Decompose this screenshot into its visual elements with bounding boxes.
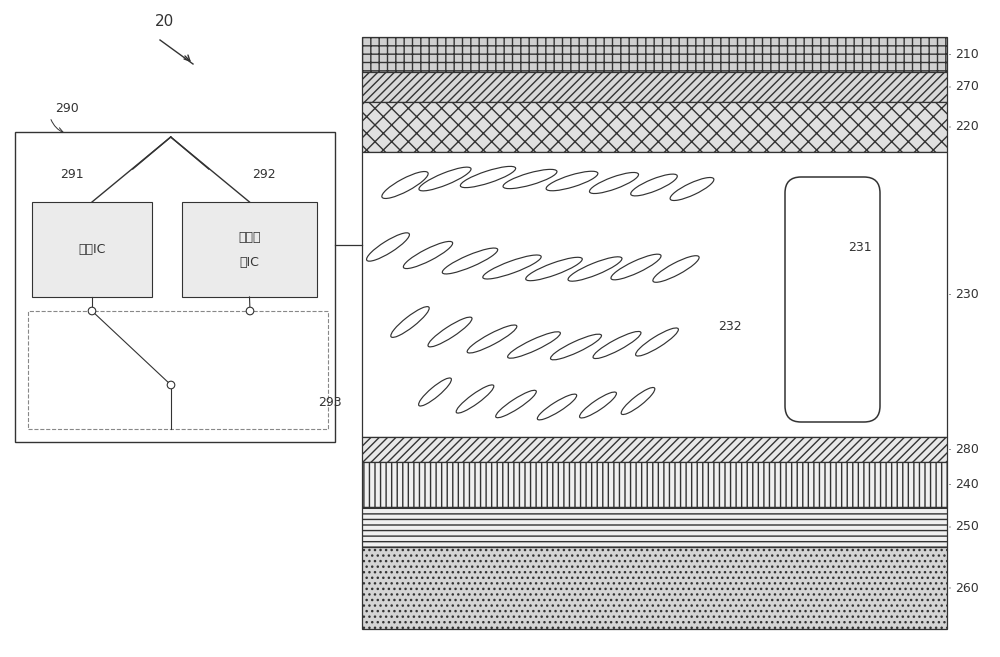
Bar [362, 462, 947, 507]
Ellipse shape [593, 331, 641, 359]
Ellipse shape [636, 328, 678, 356]
Ellipse shape [367, 233, 409, 261]
Text: 290: 290 [55, 102, 79, 116]
Bar [182, 202, 317, 297]
Text: 232: 232 [718, 321, 742, 334]
Bar [362, 437, 947, 462]
Ellipse shape [496, 390, 536, 418]
Ellipse shape [631, 174, 677, 196]
Text: 231: 231 [848, 240, 872, 254]
Text: 250: 250 [955, 520, 979, 533]
Text: 220: 220 [955, 120, 979, 133]
Ellipse shape [580, 392, 616, 418]
Bar [362, 547, 947, 629]
Text: 260: 260 [955, 581, 979, 595]
Circle shape [246, 307, 254, 315]
Bar [28, 311, 328, 429]
Ellipse shape [537, 394, 577, 420]
Text: 230: 230 [955, 288, 979, 301]
Circle shape [167, 381, 175, 389]
Text: 压力触: 压力触 [238, 231, 261, 244]
Ellipse shape [456, 385, 494, 413]
Ellipse shape [508, 332, 560, 358]
Ellipse shape [483, 255, 541, 279]
Bar [362, 102, 947, 152]
Text: 240: 240 [955, 478, 979, 491]
Text: 280: 280 [955, 443, 979, 456]
Text: 控IC: 控IC [240, 256, 259, 269]
Ellipse shape [653, 256, 699, 283]
Text: 291: 291 [60, 168, 84, 181]
Circle shape [88, 307, 96, 315]
Ellipse shape [546, 171, 598, 191]
Ellipse shape [403, 241, 453, 269]
Ellipse shape [611, 254, 661, 280]
FancyBboxPatch shape [785, 177, 880, 422]
Ellipse shape [460, 166, 516, 188]
Ellipse shape [419, 167, 471, 191]
Bar [15, 132, 335, 442]
Ellipse shape [621, 388, 655, 415]
Bar [362, 152, 947, 437]
Ellipse shape [670, 177, 714, 200]
Text: 292: 292 [252, 168, 276, 181]
Ellipse shape [551, 334, 601, 360]
Bar [32, 202, 152, 297]
Text: 20: 20 [155, 14, 175, 30]
Ellipse shape [589, 173, 639, 194]
Text: 270: 270 [955, 81, 979, 93]
Ellipse shape [391, 307, 429, 338]
Ellipse shape [526, 258, 582, 281]
Bar [362, 72, 947, 102]
Text: 210: 210 [955, 48, 979, 61]
Ellipse shape [442, 248, 498, 274]
Ellipse shape [382, 171, 428, 198]
Ellipse shape [467, 325, 517, 353]
Ellipse shape [568, 257, 622, 281]
Text: 显示IC: 显示IC [78, 243, 106, 256]
Text: 293: 293 [318, 396, 342, 409]
Ellipse shape [503, 170, 557, 189]
Ellipse shape [428, 317, 472, 347]
Ellipse shape [419, 378, 451, 406]
Bar [362, 37, 947, 72]
Bar [362, 507, 947, 547]
